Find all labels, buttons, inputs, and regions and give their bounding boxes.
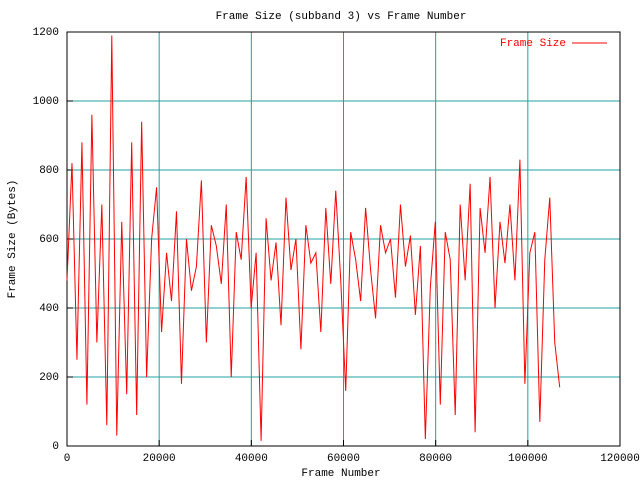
x-tick-label: 20000 — [143, 453, 176, 465]
x-tick-label: 80000 — [419, 453, 452, 465]
x-axis-label: Frame Number — [301, 468, 380, 480]
x-tick-label: 100000 — [508, 453, 548, 465]
data-line — [66, 35, 561, 441]
y-tick-label: 200 — [39, 372, 59, 384]
y-tick-label: 400 — [39, 303, 59, 315]
x-tick-label: 0 — [64, 453, 71, 465]
y-tick-label: 1200 — [33, 27, 59, 39]
legend-label: Frame Size — [500, 38, 566, 50]
y-tick-label: 800 — [39, 165, 59, 177]
chart-title: Frame Size (subband 3) vs Frame Number — [216, 11, 467, 23]
x-tick-label: 40000 — [235, 453, 268, 465]
x-tick-label: 120000 — [600, 453, 640, 465]
plot-border — [66, 31, 621, 447]
y-axis-label: Frame Size (Bytes) — [7, 180, 19, 299]
x-tick-label: 60000 — [327, 453, 360, 465]
y-tick-label: 0 — [52, 441, 59, 453]
y-tick-label: 600 — [39, 234, 59, 246]
y-tick-label: 1000 — [33, 96, 59, 108]
